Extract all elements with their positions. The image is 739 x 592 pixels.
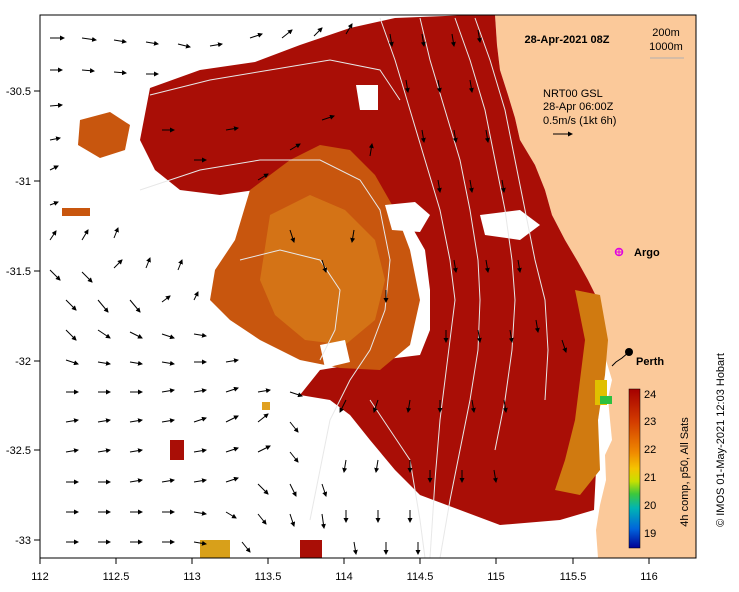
lon-tick-labels: 112 112.5 113 113.5 114 114.5 115 115.5 … xyxy=(31,571,658,583)
cloud-gap xyxy=(480,210,540,240)
sst-speck xyxy=(300,540,322,558)
current-vectors xyxy=(49,23,568,555)
lon-tick: 114.5 xyxy=(407,571,434,583)
sst-speck xyxy=(262,402,270,410)
colorbar-ticks: 24 23 22 21 20 19 xyxy=(644,389,656,540)
argo-label: Argo xyxy=(634,247,660,259)
lat-tick: -30.5 xyxy=(6,86,31,98)
swan-river xyxy=(611,351,630,367)
vector-legend-line3: 0.5m/s (1kt 6h) xyxy=(543,115,616,127)
colorbar-label: 4h comp, p50, All Sats xyxy=(679,417,691,527)
colorbar-tick: 19 xyxy=(644,528,656,540)
lat-tick: -32 xyxy=(15,356,31,368)
sst-speck xyxy=(600,396,612,404)
lon-tick: 115.5 xyxy=(560,571,587,583)
lon-tick: 112.5 xyxy=(103,571,130,583)
lat-tick: -31.5 xyxy=(6,266,31,278)
sst-coastal-warm xyxy=(555,290,608,495)
lat-tick: -31 xyxy=(15,176,31,188)
lon-tick: 115 xyxy=(487,571,505,583)
vector-legend-line1: NRT00 GSL xyxy=(543,88,603,100)
lon-tick: 116 xyxy=(640,571,658,583)
colorbar xyxy=(628,388,641,549)
lat-tick: -32.5 xyxy=(6,445,31,457)
plot-frame xyxy=(39,14,697,559)
sst-nw-patch xyxy=(78,112,130,158)
colorbar-tick: 23 xyxy=(644,416,656,428)
lon-tick: 112 xyxy=(31,571,49,583)
cloud-gap xyxy=(320,340,350,368)
isobath-legend-200: 200m xyxy=(652,27,680,39)
isobath-contours xyxy=(139,17,549,558)
lon-tick: 113 xyxy=(183,571,201,583)
land-mass xyxy=(495,15,696,558)
axis-ticks xyxy=(34,90,650,564)
map-timestamp: 28-Apr-2021 08Z xyxy=(525,34,610,46)
credit-text: © IMOS 01-May-2021 12:03 Hobart xyxy=(715,353,727,527)
cloud-gap xyxy=(356,85,378,110)
lat-tick: -33 xyxy=(15,535,31,547)
sst-speck xyxy=(170,440,184,460)
lon-tick: 113.5 xyxy=(255,571,282,583)
lat-tick-labels: -30.5 -31 -31.5 -32 -32.5 -33 xyxy=(6,86,31,547)
argo-float-icon[interactable] xyxy=(614,247,624,257)
colorbar-tick: 21 xyxy=(644,472,656,484)
lon-tick: 114 xyxy=(335,571,353,583)
colorbar-tick: 20 xyxy=(644,500,656,512)
colorbar-tick: 22 xyxy=(644,444,656,456)
sst-speck xyxy=(62,208,90,216)
perth-label: Perth xyxy=(636,356,664,368)
cloud-gap xyxy=(385,202,430,232)
colorbar-tick: 24 xyxy=(644,389,656,401)
sst-speck xyxy=(200,540,230,558)
isobath-legend-1000: 1000m xyxy=(649,41,683,53)
vector-legend-line2: 28-Apr 06:00Z xyxy=(543,101,614,113)
